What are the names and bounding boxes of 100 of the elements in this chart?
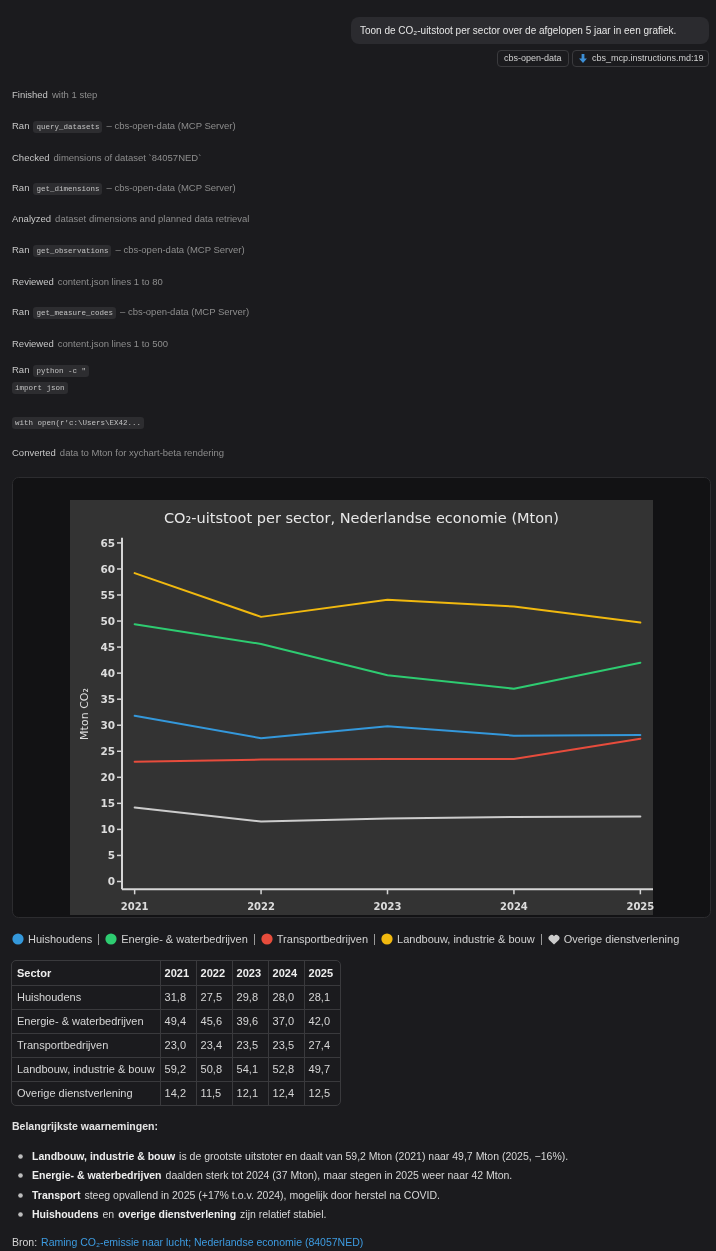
- text: 23,5: [232, 1033, 269, 1057]
- text: 28,1: [304, 985, 341, 1009]
- y-tick-label: 60: [100, 562, 115, 575]
- text: Converted: [12, 447, 56, 458]
- text: 49,4: [160, 1009, 197, 1033]
- text: 42,0: [304, 1009, 341, 1033]
- text: Ran: [12, 244, 30, 255]
- text: content.json lines 1 to 500: [57, 338, 169, 349]
- text: overige dienstverlening: [118, 1208, 237, 1220]
- category-label: 2022: [200, 966, 226, 979]
- category-label: 2023: [236, 966, 262, 979]
- text: Ran: [12, 364, 30, 375]
- y-axis-title: Mton CO₂: [78, 688, 91, 740]
- category-label: 2021: [164, 966, 190, 979]
- text: Belangrijkste waarnemingen:: [12, 1120, 158, 1132]
- text: 28,0: [268, 985, 305, 1009]
- text: content.json lines 1 to 80: [57, 276, 163, 287]
- text: Transport: [32, 1189, 81, 1201]
- text: Toon de CO₂-uitstoot per sector over de afgelopen 5 jaar in een grafiek.: [360, 25, 677, 36]
- text: 14,2: [160, 1081, 197, 1105]
- text: 23,4: [196, 1033, 233, 1057]
- legend-label: Overige dienstverlening: [563, 933, 680, 945]
- text: 45,6: [196, 1009, 233, 1033]
- legend-label: Energie- & waterbedrijven: [121, 933, 248, 945]
- x-tick-label: 2021: [120, 900, 149, 912]
- text: 49,7: [304, 1057, 341, 1081]
- text: 37,0: [268, 1009, 305, 1033]
- text: Ran: [12, 182, 30, 193]
- x-tick-label: 2023: [373, 900, 402, 912]
- text: Huishoudens: [17, 991, 82, 1003]
- text: 29,8: [232, 985, 269, 1009]
- text: daalden sterk tot 2024 (37 Mton), maar stegen in 2025 weer naar 42 Mton.: [165, 1169, 513, 1181]
- text: Reviewed: [12, 338, 54, 349]
- y-tick-label: 35: [100, 692, 115, 705]
- text: Overige dienstverlening: [17, 1087, 133, 1100]
- text: Raming CO₂-emissie naar lucht; Nederlandse economie (84057NED): [41, 1236, 364, 1248]
- text: dimensions of dataset `84057NED`: [53, 152, 202, 163]
- text: 52,8: [268, 1057, 305, 1081]
- text: Finished: [12, 89, 48, 100]
- text: Energie- & waterbedrijven: [17, 1015, 144, 1027]
- y-tick-label: 5: [107, 849, 115, 862]
- text: Analyzed: [12, 213, 52, 224]
- line-series: [133, 714, 642, 740]
- y-tick-label: 55: [100, 588, 115, 601]
- text: 23,5: [268, 1033, 305, 1057]
- x-tick-label: 2024: [500, 900, 528, 912]
- x-tick-label: 2022: [247, 900, 276, 912]
- text: 54,1: [232, 1057, 269, 1081]
- text: dataset dimensions and planned data retrieval: [55, 213, 250, 224]
- chart-title: CO₂-uitstoot per sector, Nederlandse economie (Mton): [164, 510, 559, 526]
- text: 12,1: [232, 1081, 269, 1105]
- text: is de grootste uitstoter en daalt van 59,2 Mton (2021) naar 49,7 Mton (2025, −16%).: [179, 1150, 569, 1162]
- y-tick-label: 25: [100, 744, 115, 757]
- y-tick-label: 50: [100, 614, 115, 627]
- text: Energie- & waterbedrijven: [32, 1169, 162, 1181]
- text: en: [102, 1208, 115, 1220]
- text: 23,0: [160, 1033, 197, 1057]
- text: zijn relatief stabiel.: [240, 1208, 327, 1220]
- text: steeg opvallend in 2025 (+17% t.o.v. 2024), mogelijk door herstel na COVID.: [84, 1189, 440, 1201]
- y-tick-label: 45: [100, 640, 115, 653]
- line-series: [133, 806, 642, 823]
- y-tick-label: 20: [100, 770, 115, 783]
- text: – cbs-open-data (MCP Server): [119, 306, 250, 317]
- text: 50,8: [196, 1057, 233, 1081]
- text: 12,4: [268, 1081, 305, 1105]
- text: – cbs-open-data (MCP Server): [115, 244, 245, 255]
- text: cbs_mcp.instructions.md:19: [592, 53, 704, 63]
- y-tick-label: 30: [100, 718, 115, 731]
- category-label: 2025: [308, 966, 334, 979]
- legend-label: Landbouw, industrie & bouw: [397, 933, 535, 945]
- text: Sector: [12, 961, 161, 985]
- text: – cbs-open-data (MCP Server): [106, 120, 236, 131]
- text: Bron:: [12, 1236, 38, 1248]
- text: 11,5: [196, 1081, 233, 1105]
- line-series: [133, 737, 642, 763]
- text: Reviewed: [12, 276, 54, 287]
- y-tick-label: 0: [107, 875, 115, 888]
- category-label: 2024: [272, 966, 298, 979]
- text: Checked: [12, 152, 50, 163]
- text: Huishoudens: [32, 1208, 99, 1220]
- text: 27,4: [304, 1033, 341, 1057]
- text: Transportbedrijven: [17, 1039, 109, 1051]
- text: with 1 step: [51, 89, 98, 100]
- text: 27,5: [196, 985, 233, 1009]
- line-series: [133, 572, 642, 624]
- x-tick-label: 2025: [626, 900, 655, 912]
- text: Landbouw, industrie & bouw: [17, 1063, 155, 1075]
- text: Ran: [12, 306, 30, 317]
- text: 31,8: [160, 985, 197, 1009]
- y-tick-label: 15: [100, 797, 115, 810]
- line-series: [133, 623, 642, 690]
- text: cbs-open-data: [504, 53, 562, 63]
- text: 12,5: [307, 1086, 332, 1102]
- y-tick-label: 65: [100, 536, 115, 549]
- y-tick-label: 10: [100, 823, 115, 836]
- text: 39,6: [232, 1009, 269, 1033]
- text: data to Mton for xychart-beta rendering: [59, 447, 225, 458]
- legend-label: Transportbedrijven: [276, 933, 369, 945]
- text: Landbouw, industrie & bouw: [32, 1150, 176, 1162]
- legend-label: Huishoudens: [28, 933, 93, 945]
